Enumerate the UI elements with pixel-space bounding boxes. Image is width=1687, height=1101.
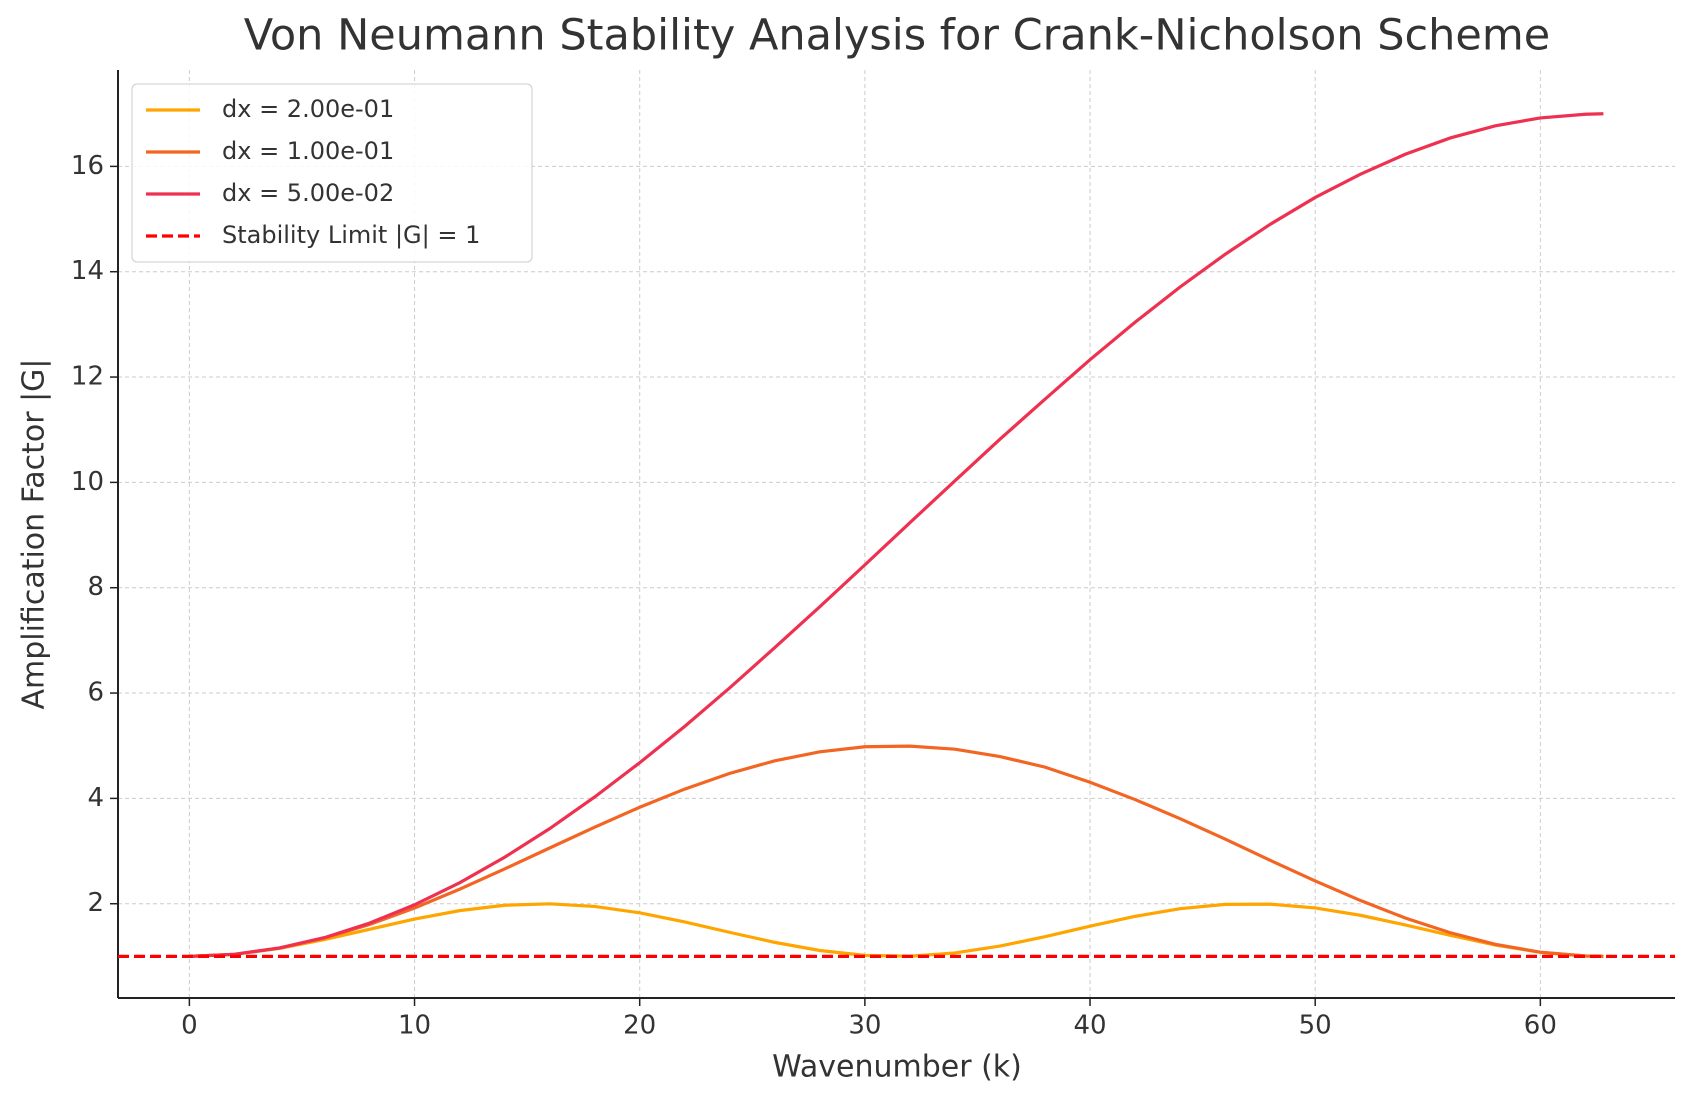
legend-label: dx = 2.00e-01 <box>222 95 394 123</box>
legend: dx = 2.00e-01 dx = 1.00e-01 dx = 5.00e-02 S… <box>131 83 533 263</box>
legend-box <box>131 83 533 263</box>
chart-title: Von Neumann Stability Analysis for Crank… <box>244 11 1550 61</box>
y-tick-label: 6 <box>87 678 104 708</box>
x-tick-label: 20 <box>623 1011 656 1041</box>
legend-label: dx = 5.00e-02 <box>222 179 394 207</box>
y-tick-label: 14 <box>71 256 104 286</box>
y-tick-label: 12 <box>71 362 104 392</box>
y-tick-label: 10 <box>71 467 104 497</box>
y-tick-label: 4 <box>87 783 104 813</box>
y-tick-label: 16 <box>71 151 104 181</box>
x-tick-label: 40 <box>1073 1011 1106 1041</box>
y-axis-label: Amplification Factor |G| <box>17 358 52 709</box>
series-line <box>189 112 1604 958</box>
x-tick-label: 30 <box>848 1011 881 1041</box>
x-tick-label: 10 <box>398 1011 431 1041</box>
x-tick-label: 60 <box>1524 1011 1557 1041</box>
y-tick-label: 8 <box>87 572 104 602</box>
legend-label: Stability Limit |G| = 1 <box>222 221 480 249</box>
x-tick-label: 50 <box>1299 1011 1332 1041</box>
series-line <box>189 744 1604 958</box>
x-tick-label: 0 <box>181 1011 198 1041</box>
x-axis-label: Wavenumber (k) <box>772 1050 1022 1085</box>
y-tick-label: 2 <box>87 888 104 918</box>
legend-label: dx = 1.00e-01 <box>222 137 394 165</box>
